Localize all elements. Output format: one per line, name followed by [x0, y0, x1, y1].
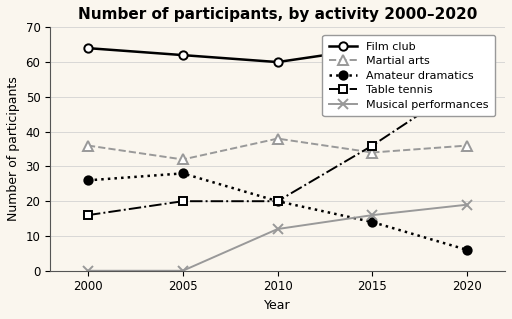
Musical performances — [369, 213, 375, 217]
Table tennis — [180, 199, 186, 203]
Line: Martial arts: Martial arts — [83, 134, 472, 164]
Table tennis — [464, 81, 470, 85]
Legend: Film club, Martial arts, Amateur dramatics, Table tennis, Musical performances: Film club, Martial arts, Amateur dramati… — [323, 35, 495, 116]
Line: Amateur dramatics: Amateur dramatics — [84, 169, 472, 254]
Film club — [464, 39, 470, 43]
Martial arts — [85, 144, 91, 147]
Musical performances — [180, 269, 186, 273]
Martial arts — [180, 158, 186, 161]
Musical performances — [464, 203, 470, 207]
Title: Number of participants, by activity 2000–2020: Number of participants, by activity 2000… — [78, 7, 477, 22]
Amateur dramatics — [464, 248, 470, 252]
Film club — [274, 60, 281, 64]
Table tennis — [369, 144, 375, 147]
Amateur dramatics — [369, 220, 375, 224]
Musical performances — [85, 269, 91, 273]
Film club — [180, 53, 186, 57]
Line: Musical performances: Musical performances — [83, 200, 472, 276]
Line: Film club: Film club — [84, 37, 472, 66]
Film club — [85, 46, 91, 50]
Amateur dramatics — [180, 172, 186, 175]
Amateur dramatics — [85, 178, 91, 182]
Martial arts — [369, 151, 375, 154]
Y-axis label: Number of participants: Number of participants — [7, 77, 20, 221]
Film club — [369, 46, 375, 50]
Line: Table tennis: Table tennis — [84, 79, 472, 219]
Martial arts — [464, 144, 470, 147]
Table tennis — [85, 213, 91, 217]
Musical performances — [274, 227, 281, 231]
X-axis label: Year: Year — [264, 299, 291, 312]
Amateur dramatics — [274, 199, 281, 203]
Table tennis — [274, 199, 281, 203]
Martial arts — [274, 137, 281, 140]
